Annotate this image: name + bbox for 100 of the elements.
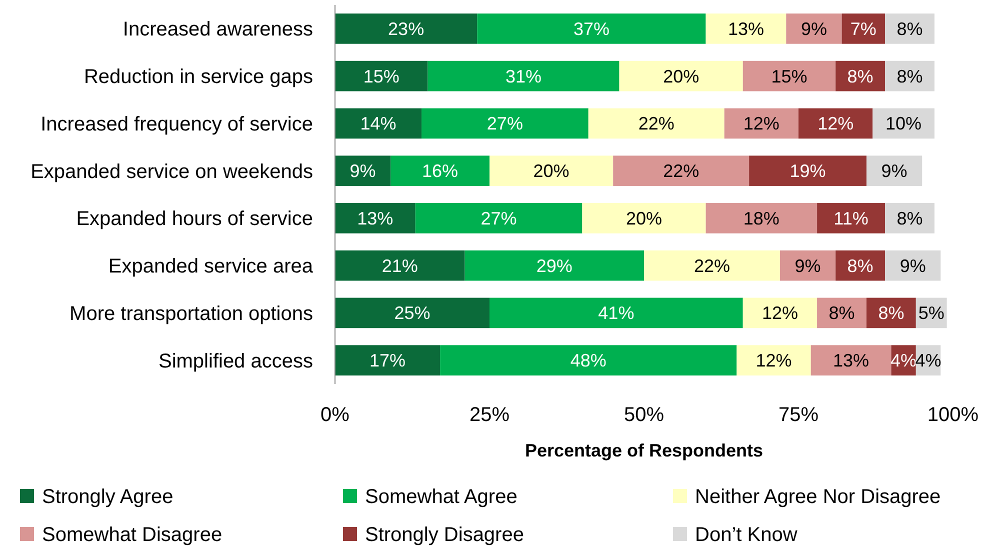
bar	[335, 345, 440, 376]
data-label: 14%	[360, 114, 396, 134]
bar	[440, 345, 737, 376]
x-tick-label: 25%	[469, 404, 510, 426]
bar	[335, 14, 478, 44]
data-label: 20%	[626, 208, 662, 228]
data-label: 22%	[638, 114, 674, 134]
bar	[588, 108, 724, 139]
data-label: 41%	[598, 303, 634, 324]
bar	[742, 298, 818, 328]
bar	[885, 203, 934, 234]
data-label: 11%	[834, 208, 868, 228]
bar	[706, 203, 818, 234]
bar	[415, 203, 582, 234]
data-label: 10%	[886, 114, 922, 134]
data-label: 22%	[663, 161, 700, 182]
data-label: 27%	[480, 208, 517, 228]
legend-label: Neither Agree Nor Disagree	[695, 486, 941, 508]
x-axis-title: Percentage of Respondents	[524, 440, 764, 460]
bar	[335, 250, 465, 281]
x-tick-label: 0%	[320, 404, 350, 426]
data-label: 8%	[896, 208, 923, 228]
bar	[335, 108, 422, 139]
x-tick-label: 100%	[927, 404, 979, 426]
bar	[422, 108, 588, 139]
bar	[490, 298, 743, 328]
legend-label: Strongly Disagree	[365, 524, 524, 546]
data-label: 13%	[833, 350, 870, 371]
data-label: 8%	[847, 66, 874, 86]
data-label: 17%	[370, 350, 406, 371]
y-tick-label: Expanded service area	[108, 256, 314, 278]
bar	[390, 156, 490, 186]
data-label: 4%	[890, 350, 917, 371]
bar	[885, 14, 934, 44]
bar	[866, 156, 922, 186]
data-label: 8%	[828, 303, 855, 324]
bar	[644, 250, 780, 281]
data-label: 12%	[743, 114, 780, 134]
data-label: 27%	[486, 114, 523, 134]
data-label: 9%	[881, 161, 908, 182]
bar	[582, 203, 706, 234]
data-label: 25%	[394, 303, 430, 324]
bar	[749, 156, 866, 186]
bar	[736, 345, 811, 376]
bar	[335, 298, 490, 328]
data-label: 13%	[728, 18, 764, 39]
y-tick-label: Simplified access	[158, 350, 313, 372]
x-tick-label: 75%	[778, 404, 819, 426]
data-label: 22%	[694, 256, 730, 276]
legend-label: Somewhat Agree	[365, 486, 518, 508]
data-label: 29%	[536, 256, 572, 276]
bar	[335, 60, 428, 92]
bar	[464, 250, 644, 281]
bar	[742, 60, 836, 92]
legend-label: Somewhat Disagree	[42, 524, 222, 546]
bar	[817, 203, 886, 234]
bar	[335, 203, 416, 234]
data-label: 9%	[800, 18, 827, 39]
bar	[477, 14, 706, 44]
data-label: 20%	[533, 161, 570, 182]
bar	[335, 156, 391, 186]
data-label: 5%	[918, 303, 944, 324]
legend-label: Don’t Know	[695, 524, 798, 546]
data-label: 12%	[818, 114, 854, 134]
bar	[724, 108, 798, 139]
data-label: 21%	[382, 256, 418, 276]
y-tick-label: More transportation options	[70, 302, 313, 325]
data-label: 18%	[743, 208, 780, 228]
data-label: 20%	[663, 66, 700, 86]
data-label: 9%	[350, 161, 376, 182]
y-tick-label: Increased frequency of service	[40, 113, 313, 136]
data-label: 9%	[794, 256, 821, 276]
data-label: 12%	[756, 350, 792, 371]
data-label: 12%	[762, 303, 798, 324]
data-label: 19%	[790, 161, 826, 182]
x-tick-label: 50%	[624, 404, 664, 426]
y-tick-label: Reduction in service gaps	[84, 66, 313, 88]
y-tick-label: Increased awareness	[122, 18, 313, 41]
data-label: 7%	[850, 18, 876, 39]
y-tick-label: Expanded service on weekends	[30, 160, 313, 183]
y-tick-label: Expanded hours of service	[76, 208, 313, 230]
bar	[786, 14, 842, 44]
data-label: 8%	[878, 303, 904, 324]
data-label: 8%	[896, 18, 923, 39]
legend-label: Strongly Agree	[42, 486, 174, 508]
data-label: 15%	[771, 66, 808, 86]
bar	[706, 14, 786, 44]
data-label: 16%	[422, 161, 458, 182]
data-label: 8%	[847, 256, 874, 276]
bar	[842, 14, 886, 44]
bar	[798, 108, 873, 139]
data-label: 31%	[505, 66, 542, 86]
data-label: 13%	[357, 208, 394, 228]
bar	[428, 60, 620, 92]
data-label: 4%	[915, 350, 942, 371]
data-label: 37%	[573, 18, 610, 39]
bar	[490, 156, 614, 186]
data-label: 9%	[900, 256, 926, 276]
data-label: 8%	[896, 66, 923, 86]
bar	[780, 250, 836, 281]
